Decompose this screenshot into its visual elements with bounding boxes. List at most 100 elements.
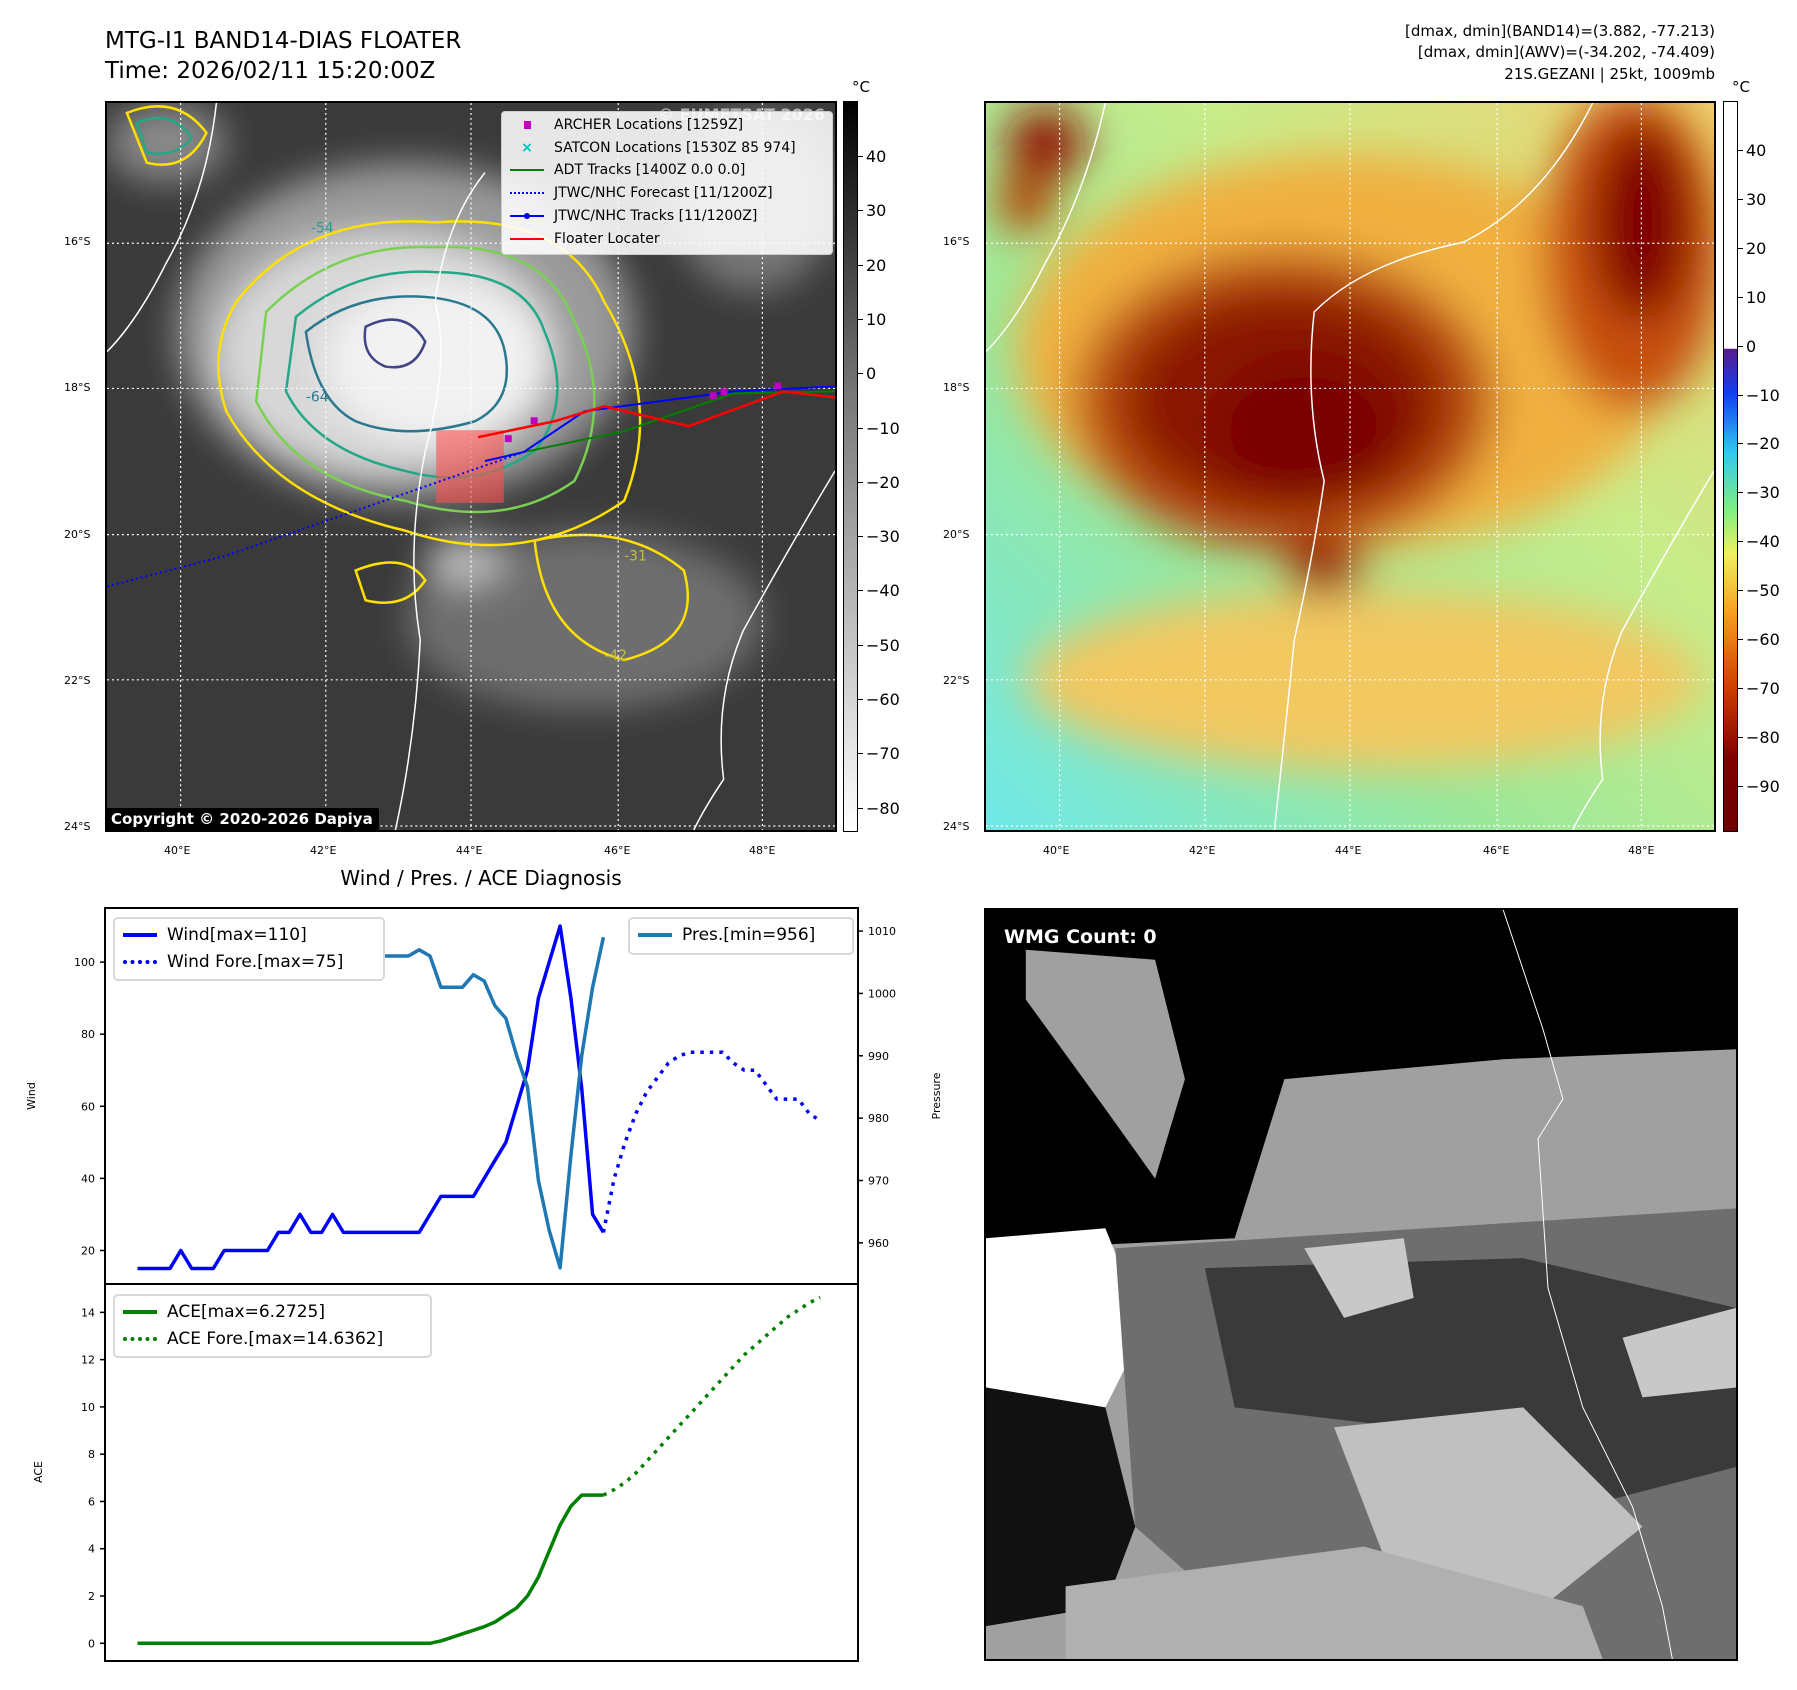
colorbar-tick-label: −70 [1746,678,1780,698]
colorbar-tick-label: 30 [1746,189,1767,209]
colorbar-unit: °C [1732,78,1750,96]
y2-tick-label: 960 [868,1237,889,1250]
awv-stats: [dmax, dmin](AWV)=(-34.202, -74.409) [1417,43,1715,61]
colorbar-tick-label: −50 [1746,581,1780,601]
lat-label: 24°S [64,820,91,833]
lon-label: 42°E [310,844,337,857]
lat-label: 18°S [943,381,970,394]
lat-label: 20°S [64,528,91,541]
colorbar-tick-label: −60 [866,690,900,709]
colorbar-tick-label: −50 [866,635,900,655]
colorbar-tick-label: −30 [866,527,900,547]
y-tick-label: 40 [81,1172,95,1185]
forecast-track [107,451,525,588]
legend-satcon: × SATCON Locations [1530Z 85 974] [510,138,796,158]
band14-stats: [dmax, dmin](BAND14)=(3.882, -77.213) [1404,22,1715,40]
colorbar-tick-mark [1738,150,1743,151]
colorbar-tick-label: 10 [866,309,887,329]
legend-tracks: JTWC/NHC Tracks [11/1200Z] [510,206,757,226]
y2-tick-label: 1000 [868,987,896,1000]
colorbar-tick-mark [858,264,863,266]
y-tick-label: 10 [81,1401,95,1414]
y2-tick-label: 990 [868,1050,889,1063]
colorbar-tick-mark [858,318,863,320]
diagnosis-chart-title: Wind / Pres. / ACE Diagnosis [340,866,622,890]
colorbar-tick-label: −20 [1746,434,1780,454]
colorbar-tick-mark [1738,296,1743,298]
colorbar-tick-mark [858,644,863,646]
colorbar-tick-mark [1738,639,1743,640]
colorbar-tick-label: −10 [866,418,900,438]
colorbar-tick-label: 20 [866,255,887,275]
colorbar-tick-label: −10 [1746,385,1780,405]
series-line-wind-fore- [601,1050,822,1233]
colorbar-tick-label: −80 [866,798,900,818]
colorbar-tick-mark [1738,492,1743,494]
legend-ace-forecast: ACE Fore.[max=14.6362] [123,1326,383,1352]
colorbar-tick-label: 0 [866,364,877,384]
lon-label: 44°E [456,844,483,857]
ace-legend: ACE[max=6.2725] ACE Fore.[max=14.6362] [113,1294,432,1358]
colorbar-tick-label: 40 [1746,141,1767,160]
colorbar-tick-label: 0 [1746,336,1757,356]
ace-chart: 0 2 4 6 8 10 12 14 ACE [32,1283,859,1662]
awv-imagery [986,103,1714,830]
colorbar-tick-mark [858,156,863,157]
series-line-ace-fore- [602,1295,821,1497]
legend-floater: Floater Locater [510,229,660,249]
colorbar-awv [1723,101,1738,832]
legend-adt: ADT Tracks [1400Z 0.0 0.0] [510,160,745,180]
wmg-panel[interactable]: WMG Count: 0 [984,908,1738,1661]
y-tick-label: 100 [74,956,95,969]
colorbar-tick-mark [1738,198,1743,200]
y-tick-label: 12 [81,1354,95,1367]
colorbar-tick-mark [858,807,863,809]
contour-label: -31 [624,548,647,564]
dotted-line-icon [510,192,544,194]
square-marker-icon [510,121,544,129]
contour-label: -54 [311,220,334,236]
y-tick-label: 80 [81,1028,95,1041]
wind-legend: Wind[max=110] Wind Fore.[max=75] [113,917,385,981]
y2-tick-label: 980 [868,1112,889,1125]
lat-label: 22°S [64,674,91,687]
colorbar-tick-mark [1738,736,1743,738]
lat-label: 18°S [64,381,91,394]
copyright-label: Copyright © 2020-2026 Dapiya [105,808,379,830]
legend-pressure: Pres.[min=956] [638,922,815,948]
lat-label: 16°S [64,235,91,248]
coastline [1502,910,1673,1659]
colorbar-tick-mark [1738,590,1743,592]
legend-archer: ARCHER Locations [1259Z] [510,115,743,135]
y2-tick-label: 1010 [868,925,896,938]
line-icon [123,1310,157,1314]
colorbar-tick-mark [858,590,863,592]
line-dot-icon [510,213,544,219]
legend-wind: Wind[max=110] [123,922,307,948]
lon-label: 48°E [1628,844,1655,857]
y-tick-label: 0 [88,1637,95,1650]
colorbar-tick-mark [858,699,863,700]
line-icon [123,933,157,937]
lat-label: 22°S [943,674,970,687]
series-line-wind [137,924,605,1271]
figure-title: MTG-I1 BAND14-DIAS FLOATER [105,28,462,54]
colorbar-tick-mark [1738,541,1743,543]
lat-label: 24°S [943,820,970,833]
colorbar-tick-label: −20 [866,472,900,492]
pressure-axis-label: Pressure [930,1072,943,1119]
colorbar-tick-mark [858,373,863,375]
y-tick-label: 14 [81,1306,95,1319]
colorbar-tick-label: −30 [1746,483,1780,503]
coastline [107,103,835,830]
figure-time: Time: 2026/02/11 15:20:00Z [105,58,436,84]
dotted-line-icon [123,1337,157,1341]
colorbar-tick-mark [1738,394,1743,396]
lon-label: 40°E [164,844,191,857]
legend-forecast: JTWC/NHC Forecast [11/1200Z] [510,183,773,203]
awv-satellite-map[interactable] [984,101,1716,832]
line-icon [638,933,672,937]
ir-satellite-map[interactable]: -54 -64 -31 -42 © EUMETSAT 2026 ARCHER L… [105,101,837,832]
ace-axis-label: ACE [32,1461,45,1483]
x-marker-icon: × [521,140,533,156]
